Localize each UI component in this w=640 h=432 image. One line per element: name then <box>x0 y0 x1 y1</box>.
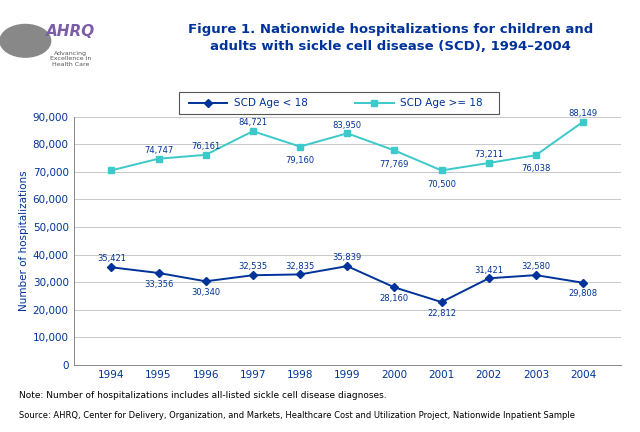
Text: 76,161: 76,161 <box>191 142 220 151</box>
Text: 29,808: 29,808 <box>568 289 598 299</box>
Text: 74,747: 74,747 <box>144 146 173 155</box>
Text: SCD Age < 18: SCD Age < 18 <box>234 98 307 108</box>
Text: SCD Age >= 18: SCD Age >= 18 <box>400 98 483 108</box>
Circle shape <box>0 25 51 57</box>
Text: 83,950: 83,950 <box>333 121 362 130</box>
Text: 79,160: 79,160 <box>285 156 315 165</box>
Text: 31,421: 31,421 <box>474 266 503 275</box>
Text: 35,421: 35,421 <box>97 254 126 264</box>
Text: 33,356: 33,356 <box>144 280 173 289</box>
Text: 76,038: 76,038 <box>521 165 550 174</box>
Text: AHRQ: AHRQ <box>46 24 95 39</box>
Text: 77,769: 77,769 <box>380 160 409 169</box>
Text: 35,839: 35,839 <box>333 253 362 262</box>
Text: 32,580: 32,580 <box>522 262 550 271</box>
Text: Advancing
Excellence in
Health Care: Advancing Excellence in Health Care <box>50 51 91 67</box>
Text: 32,835: 32,835 <box>285 262 315 270</box>
Text: Note: Number of hospitalizations includes all-listed sickle cell disease diagnos: Note: Number of hospitalizations include… <box>19 391 387 400</box>
Text: 22,812: 22,812 <box>427 308 456 318</box>
Text: 28,160: 28,160 <box>380 294 409 303</box>
Text: 32,535: 32,535 <box>238 263 268 271</box>
Text: Source: AHRQ, Center for Delivery, Organization, and Markets, Healthcare Cost an: Source: AHRQ, Center for Delivery, Organ… <box>19 411 575 420</box>
Text: Figure 1. Nationwide hospitalizations for children and
adults with sickle cell d: Figure 1. Nationwide hospitalizations fo… <box>188 23 593 53</box>
Text: 73,211: 73,211 <box>474 150 503 159</box>
Y-axis label: Number of hospitalizations: Number of hospitalizations <box>19 171 29 311</box>
Text: 84,721: 84,721 <box>238 118 268 127</box>
FancyBboxPatch shape <box>179 92 499 114</box>
Text: 70,500: 70,500 <box>427 180 456 189</box>
Text: 30,340: 30,340 <box>191 288 220 297</box>
Text: 88,149: 88,149 <box>568 109 598 118</box>
